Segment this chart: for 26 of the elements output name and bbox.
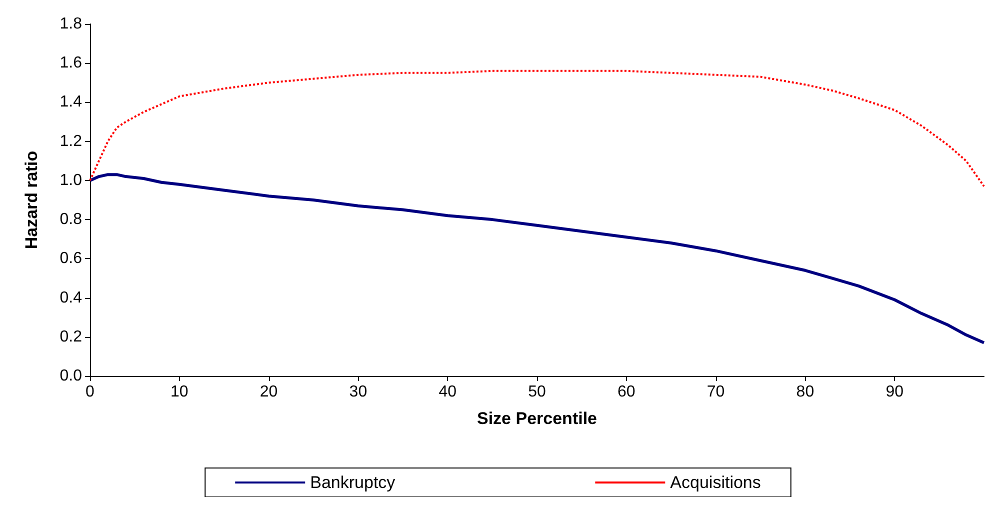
x-axis-title: Size Percentile — [476, 409, 598, 428]
legend-label: Acquisitions — [670, 473, 761, 492]
x-tick-label: 20 — [260, 384, 278, 400]
y-axis-title: Hazard ratio — [22, 150, 41, 250]
x-tick-label: 50 — [528, 384, 546, 400]
x-tick-label: 70 — [706, 384, 725, 400]
legend-label: Bankruptcy — [310, 473, 396, 492]
y-tick-label: 1.8 — [60, 16, 82, 32]
x-tick-label: 90 — [886, 384, 904, 400]
y-tick-label: 1.4 — [60, 94, 82, 111]
y-tick-label: 1.0 — [60, 172, 82, 189]
x-tick-label: 80 — [796, 384, 814, 400]
y-tick-label: 0.4 — [60, 289, 82, 306]
line-series — [89, 70, 985, 188]
x-tick-label: 0 — [86, 384, 95, 400]
x-tick-label: 30 — [349, 384, 368, 400]
y-tick-label: 1.2 — [60, 132, 82, 150]
x-tick-label: 40 — [438, 384, 457, 400]
y-tick-label: 0.0 — [60, 368, 82, 384]
x-tick-label: 60 — [618, 384, 636, 400]
y-tick-label: 0.8 — [60, 211, 82, 228]
y-tick-label: 0.2 — [60, 328, 82, 346]
line-series — [88, 173, 986, 344]
y-tick-label: 0.6 — [60, 250, 82, 268]
x-tick-label: 10 — [170, 384, 188, 400]
y-tick-label: 1.6 — [60, 54, 82, 72]
